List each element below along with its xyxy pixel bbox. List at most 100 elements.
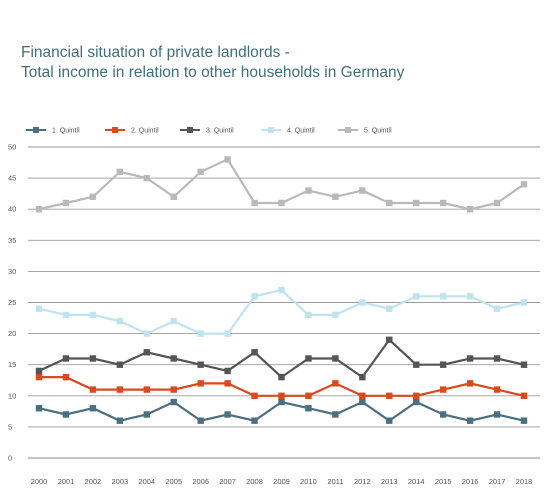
data-point — [89, 405, 97, 412]
data-point — [89, 355, 97, 362]
x-tick-label: 2007 — [219, 477, 236, 486]
y-tick-label: 0 — [8, 454, 12, 463]
data-point — [359, 392, 366, 399]
data-point — [493, 386, 501, 393]
data-point — [359, 373, 366, 381]
data-point — [62, 355, 70, 362]
x-tick-label: 2017 — [489, 477, 506, 486]
data-point — [278, 392, 285, 399]
data-point — [305, 311, 312, 319]
x-tick-label: 2012 — [354, 477, 371, 486]
data-point — [35, 206, 43, 213]
data-point — [62, 199, 70, 207]
data-point — [493, 305, 501, 312]
x-tick-label: 2016 — [462, 477, 479, 486]
data-point — [305, 187, 312, 194]
data-point — [359, 398, 366, 406]
data-point — [332, 380, 339, 387]
series-line — [38, 288, 525, 335]
data-point — [35, 373, 43, 381]
data-point — [197, 380, 204, 387]
x-tick-label: 2018 — [516, 477, 533, 486]
data-point — [439, 361, 447, 368]
data-point — [224, 330, 231, 337]
data-point — [493, 199, 501, 207]
legend-item: 4. Quintil — [261, 127, 315, 135]
data-point — [116, 417, 124, 424]
data-point — [413, 199, 420, 207]
data-point — [493, 411, 501, 418]
x-tick-label: 2013 — [381, 477, 398, 486]
data-point — [197, 417, 204, 424]
data-point — [305, 392, 312, 399]
data-point — [439, 293, 447, 300]
data-point — [143, 174, 150, 182]
x-tick-label: 2000 — [31, 477, 48, 486]
legend-item: 2. Quintil — [105, 127, 159, 135]
data-point — [520, 392, 528, 399]
data-point — [35, 305, 43, 312]
legend-label: 5. Quintil — [364, 128, 392, 135]
data-point — [251, 417, 258, 424]
data-point — [413, 293, 420, 300]
data-point — [170, 355, 177, 362]
data-point — [89, 311, 97, 319]
y-tick-label: 25 — [8, 298, 16, 307]
data-point — [520, 181, 528, 188]
data-point — [170, 386, 177, 393]
data-point — [35, 405, 43, 412]
data-point — [466, 206, 474, 213]
data-point — [224, 380, 231, 387]
data-point — [359, 187, 366, 194]
data-point — [413, 398, 420, 406]
legend-swatch-marker — [187, 127, 193, 133]
legend: 1. Quintil 2. Quintil 3. Quintil 4. Quintil… — [26, 127, 392, 135]
x-tick-label: 2014 — [408, 477, 425, 486]
data-point — [143, 349, 150, 356]
data-point — [251, 293, 258, 300]
data-point — [197, 361, 204, 368]
y-tick-label: 20 — [8, 329, 16, 338]
data-point — [413, 392, 420, 399]
series — [35, 373, 528, 399]
data-point — [224, 156, 231, 163]
data-point — [439, 411, 447, 418]
data-point — [278, 286, 285, 294]
data-point — [359, 299, 366, 306]
data-point — [466, 380, 474, 387]
data-point — [520, 417, 528, 424]
legend-item: 5. Quintil — [338, 127, 392, 135]
legend-label: 3. Quintil — [206, 128, 234, 135]
data-point — [386, 305, 393, 312]
x-tick-label: 2011 — [327, 477, 343, 486]
x-tick-label: 2009 — [273, 477, 290, 486]
data-point — [332, 411, 339, 418]
data-point — [439, 386, 447, 393]
data-point — [386, 417, 393, 424]
data-point — [224, 411, 231, 418]
data-point — [62, 373, 70, 381]
data-point — [332, 355, 339, 362]
data-point — [170, 398, 177, 406]
x-tick-label: 2004 — [138, 477, 155, 486]
data-point — [62, 411, 70, 418]
x-tick-label: 2001 — [58, 477, 75, 486]
y-tick-label: 5 — [8, 422, 12, 431]
legend-item: 1. Quintil — [26, 127, 80, 135]
y-tick-label: 50 — [8, 143, 16, 152]
data-point — [493, 355, 501, 362]
series — [35, 398, 528, 424]
series — [35, 156, 528, 213]
legend-label: 4. Quintil — [287, 128, 315, 135]
data-point — [278, 373, 285, 381]
data-point — [305, 355, 312, 362]
y-tick-label: 15 — [8, 360, 16, 369]
x-axis-ticks: 2000 2001 2002 2003 2004 2005 2006 2007 2008 2009… — [31, 477, 533, 486]
series — [35, 336, 528, 381]
data-point — [332, 193, 339, 200]
data-point — [386, 392, 393, 399]
data-point — [251, 349, 258, 356]
data-point — [466, 417, 474, 424]
data-point — [413, 361, 420, 368]
